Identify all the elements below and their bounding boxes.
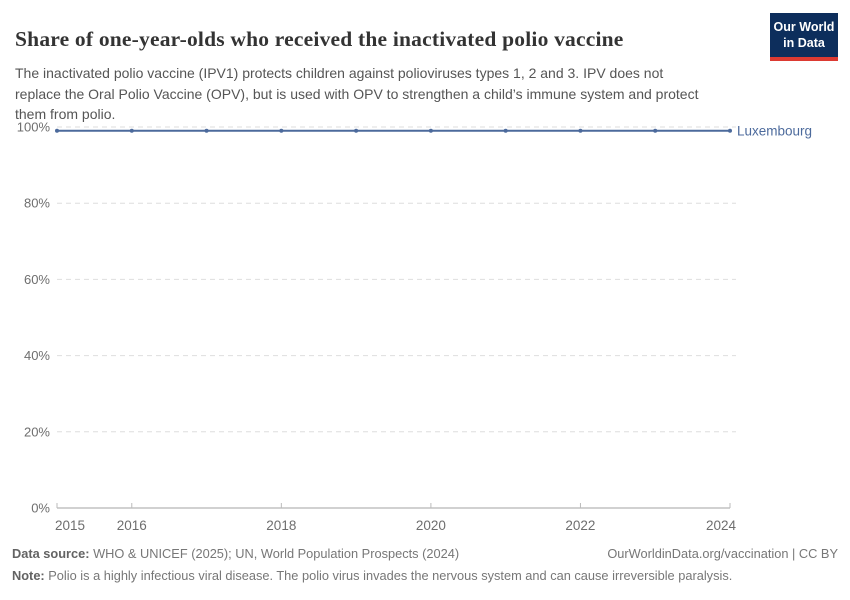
data-point[interactable] xyxy=(55,128,59,133)
y-axis-label: 40% xyxy=(24,348,50,363)
chart-subtitle: The inactivated polio vaccine (IPV1) pro… xyxy=(15,65,699,123)
chart-footer: Data source: WHO & UNICEF (2025); UN, Wo… xyxy=(12,546,838,583)
data-point[interactable] xyxy=(578,128,583,133)
data-point[interactable] xyxy=(279,128,284,133)
data-source-text: WHO & UNICEF (2025); UN, World Populatio… xyxy=(89,546,460,561)
data-source-label: Data source: xyxy=(12,546,90,561)
data-point[interactable] xyxy=(204,128,209,133)
line-chart[interactable]: 0% 20% 40% 60% 80% 100% 2015 2016 2018 2020 2022 20… xyxy=(0,112,850,540)
y-axis-label: 100% xyxy=(17,120,51,135)
chart-note: Note: Polio is a highly infectious viral… xyxy=(12,568,838,583)
page-title: Share of one-year-olds who received the … xyxy=(15,27,624,52)
x-axis-label: 2022 xyxy=(565,518,595,533)
data-source: Data source: WHO & UNICEF (2025); UN, Wo… xyxy=(12,546,459,561)
x-axis-label: 2020 xyxy=(416,518,446,533)
data-point[interactable] xyxy=(428,128,433,133)
y-axis-label: 20% xyxy=(24,424,50,439)
data-point[interactable] xyxy=(503,128,508,133)
y-axis-label: 0% xyxy=(31,501,50,516)
x-axis-label: 2018 xyxy=(266,518,296,533)
data-point[interactable] xyxy=(129,128,134,133)
data-point[interactable] xyxy=(728,128,732,133)
owid-logo[interactable]: Our World in Data xyxy=(770,13,838,61)
citation-link[interactable]: OurWorldinData.org/vaccination | CC BY xyxy=(607,546,838,561)
owid-logo-line2: in Data xyxy=(783,36,825,51)
series-end-label: Luxembourg xyxy=(737,123,812,138)
x-axis-label: 2016 xyxy=(117,518,147,533)
y-axis-label: 60% xyxy=(24,272,50,287)
y-axis-label: 80% xyxy=(24,196,50,211)
note-label: Note: xyxy=(12,568,45,583)
note-text: Polio is a highly infectious viral disea… xyxy=(44,568,733,583)
owid-logo-line1: Our World xyxy=(773,20,835,34)
data-point[interactable] xyxy=(653,128,658,133)
x-axis-label: 2015 xyxy=(55,518,85,533)
data-point[interactable] xyxy=(354,128,359,133)
x-axis-label: 2024 xyxy=(706,518,737,533)
